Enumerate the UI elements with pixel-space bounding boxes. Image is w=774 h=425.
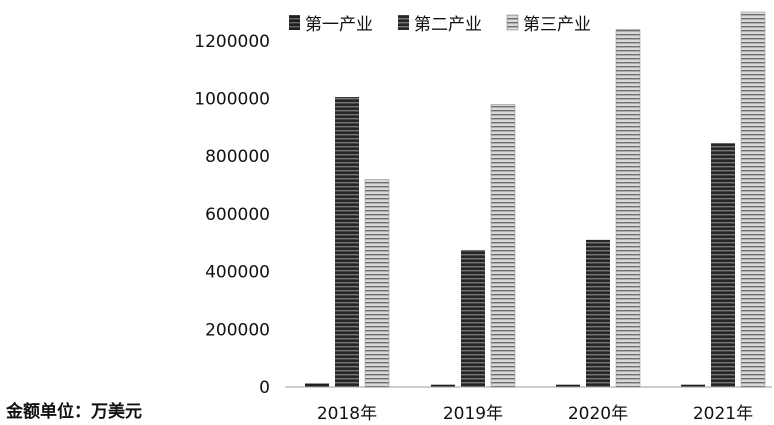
unit-note: 金额单位：万美元 xyxy=(5,401,142,422)
bars xyxy=(305,11,766,388)
y-tick-label: 800000 xyxy=(205,147,270,167)
y-tick-label: 600000 xyxy=(205,205,270,225)
y-tick-label: 1200000 xyxy=(194,32,270,52)
x-tick-label: 2018年 xyxy=(317,404,377,424)
legend: 第一产业 第二产业 第三产业 xyxy=(289,14,591,35)
bar-tertiary-industry xyxy=(490,104,516,388)
bar-primary-industry xyxy=(305,383,329,387)
bar-tertiary-industry xyxy=(740,11,766,388)
bar-primary-industry xyxy=(556,384,580,387)
bar-secondary-industry xyxy=(335,97,359,387)
y-tick-label: 1000000 xyxy=(194,90,270,110)
bar-tertiary-industry xyxy=(364,179,390,388)
x-tick-label: 2021年 xyxy=(693,404,753,424)
bar-secondary-industry xyxy=(586,239,610,387)
bar-secondary-industry xyxy=(461,249,485,387)
legend-label-secondary: 第二产业 xyxy=(414,15,482,35)
legend-swatch-secondary xyxy=(398,15,409,30)
x-tick-label: 2019年 xyxy=(443,404,503,424)
y-tick-label: 200000 xyxy=(205,320,270,340)
legend-label-tertiary: 第三产业 xyxy=(523,15,591,35)
x-axis: 2018年 2019年 2020年 2021年 xyxy=(285,386,772,424)
bar-secondary-industry xyxy=(711,143,735,387)
y-axis: 0 200000 400000 600000 800000 1000000 1200000 xyxy=(194,32,270,398)
bar-primary-industry xyxy=(431,384,455,387)
bar-primary-industry xyxy=(681,384,705,387)
legend-label-primary: 第一产业 xyxy=(305,15,373,35)
legend-swatch-primary xyxy=(289,15,300,30)
y-tick-label: 0 xyxy=(259,378,270,398)
x-tick-label: 2020年 xyxy=(568,404,628,424)
legend-swatch-tertiary xyxy=(506,14,519,31)
y-tick-label: 400000 xyxy=(205,263,270,283)
bar-tertiary-industry xyxy=(615,29,641,388)
